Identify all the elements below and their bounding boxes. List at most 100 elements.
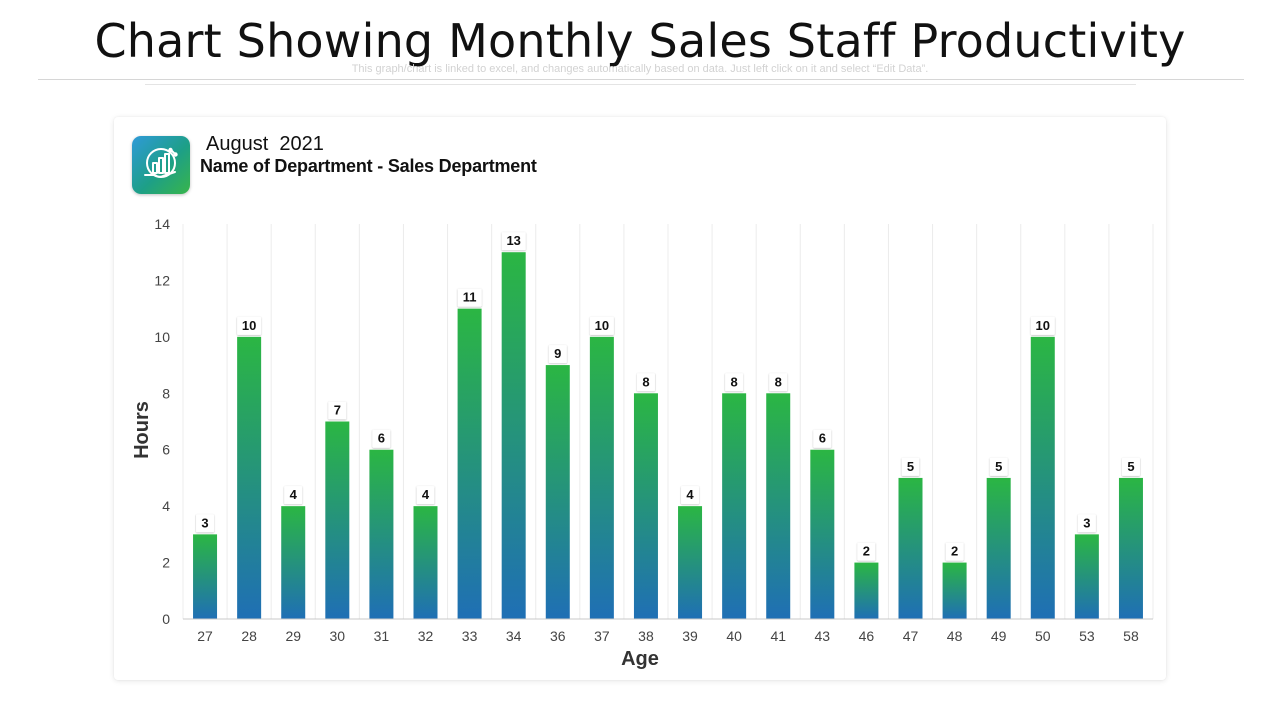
bar-age-29 xyxy=(281,506,306,619)
bar-age-39 xyxy=(678,506,703,619)
x-tick-label: 27 xyxy=(197,628,213,644)
data-label-box xyxy=(284,486,303,505)
data-label-box xyxy=(857,542,876,561)
bar-age-34 xyxy=(501,252,526,619)
bar-age-46 xyxy=(854,562,879,619)
x-tick-label: 28 xyxy=(241,628,257,644)
data-label-box xyxy=(457,288,482,307)
data-label: 7 xyxy=(334,403,341,418)
bar-age-28 xyxy=(237,336,262,619)
data-label-box xyxy=(901,457,920,476)
bar-age-37 xyxy=(589,336,614,619)
bar-age-41 xyxy=(766,393,791,619)
subtitle-divider xyxy=(145,84,1136,85)
productivity-chart-icon xyxy=(132,136,190,194)
bar-age-32 xyxy=(413,506,438,619)
x-tick-label: 34 xyxy=(506,628,522,644)
data-label: 2 xyxy=(863,544,870,559)
bar-age-43 xyxy=(810,449,835,619)
x-tick-label: 50 xyxy=(1035,628,1051,644)
data-label: 8 xyxy=(642,374,649,389)
data-label-box xyxy=(416,486,435,505)
data-label-box xyxy=(501,232,526,251)
bar-age-50 xyxy=(1030,336,1055,619)
data-label-box xyxy=(196,514,215,533)
y-tick-label: 12 xyxy=(154,272,170,288)
x-tick-label: 30 xyxy=(330,628,346,644)
data-label-box xyxy=(636,373,655,392)
slide-subtitle: This graph/chart is linked to excel, and… xyxy=(351,63,929,75)
data-label-box xyxy=(989,457,1008,476)
data-label: 5 xyxy=(907,459,914,474)
x-tick-label: 41 xyxy=(770,628,786,644)
bar-age-53 xyxy=(1074,534,1099,619)
data-label-box xyxy=(1030,316,1055,335)
x-tick-label: 53 xyxy=(1079,628,1095,644)
data-label-box xyxy=(1077,514,1096,533)
bar-age-27 xyxy=(193,534,218,619)
bar-age-48 xyxy=(942,562,967,619)
bar-age-40 xyxy=(722,393,747,619)
data-label: 8 xyxy=(731,374,738,389)
data-label: 10 xyxy=(595,318,609,333)
y-tick-label: 2 xyxy=(162,555,170,571)
data-label-box xyxy=(237,316,262,335)
y-tick-label: 0 xyxy=(162,611,170,627)
bar-age-47 xyxy=(898,477,923,619)
x-tick-label: 38 xyxy=(638,628,654,644)
data-label-box xyxy=(769,373,788,392)
title-divider xyxy=(38,79,1244,80)
x-tick-label: 37 xyxy=(594,628,610,644)
bar-age-30 xyxy=(325,421,350,619)
data-label: 10 xyxy=(242,318,256,333)
x-tick-label: 49 xyxy=(991,628,1007,644)
x-tick-label: 31 xyxy=(374,628,390,644)
bar-age-49 xyxy=(986,477,1011,619)
data-label: 10 xyxy=(1036,318,1050,333)
x-tick-label: 58 xyxy=(1123,628,1139,644)
report-date: August 2021 xyxy=(206,133,324,155)
data-label-box xyxy=(328,401,347,420)
y-axis-title: Hours xyxy=(131,401,153,459)
x-tick-label: 36 xyxy=(550,628,566,644)
data-label-box xyxy=(945,542,964,561)
bar-age-36 xyxy=(545,365,570,619)
data-label-box xyxy=(548,345,567,364)
data-label-box xyxy=(372,429,391,448)
y-tick-label: 4 xyxy=(162,498,170,514)
slide-title: Chart Showing Monthly Sales Staff Produc… xyxy=(94,14,1186,68)
x-tick-label: 40 xyxy=(726,628,742,644)
data-label: 3 xyxy=(1083,515,1090,530)
y-tick-label: 8 xyxy=(162,385,170,401)
data-label: 4 xyxy=(422,487,430,502)
y-tick-label: 14 xyxy=(154,216,170,232)
data-label: 8 xyxy=(775,374,782,389)
x-tick-label: 32 xyxy=(418,628,434,644)
data-label: 3 xyxy=(201,515,208,530)
data-label: 2 xyxy=(951,544,958,559)
x-tick-label: 29 xyxy=(285,628,301,644)
data-label: 5 xyxy=(995,459,1002,474)
y-tick-label: 10 xyxy=(154,329,170,345)
data-label: 6 xyxy=(378,431,385,446)
chart-gridlines xyxy=(182,224,1154,619)
data-label-box xyxy=(589,316,614,335)
x-tick-label: 46 xyxy=(859,628,875,644)
bar-age-38 xyxy=(633,393,658,619)
x-tick-label: 48 xyxy=(947,628,963,644)
y-tick-label: 6 xyxy=(162,442,170,458)
data-label: 6 xyxy=(819,431,826,446)
data-label-box xyxy=(725,373,744,392)
bar-age-33 xyxy=(457,308,482,619)
department-name: Name of Department - Sales Department xyxy=(200,156,537,176)
data-label: 5 xyxy=(1127,459,1134,474)
bar-age-58 xyxy=(1118,477,1143,619)
data-label: 4 xyxy=(290,487,298,502)
data-label: 11 xyxy=(463,290,477,305)
data-label-box xyxy=(813,429,832,448)
data-label-box xyxy=(1121,457,1140,476)
data-label: 13 xyxy=(506,233,520,248)
data-label: 9 xyxy=(554,346,561,361)
